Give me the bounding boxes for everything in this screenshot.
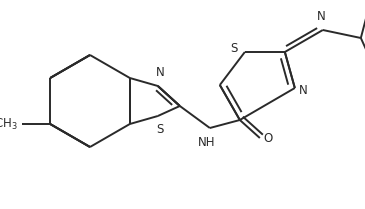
Text: S: S	[230, 42, 238, 56]
Text: N: N	[299, 84, 308, 97]
Text: NH: NH	[198, 136, 216, 149]
Text: CH$_3$: CH$_3$	[0, 116, 18, 131]
Text: S: S	[156, 123, 164, 136]
Text: N: N	[155, 66, 164, 79]
Text: N: N	[316, 10, 325, 23]
Text: O: O	[264, 131, 273, 144]
